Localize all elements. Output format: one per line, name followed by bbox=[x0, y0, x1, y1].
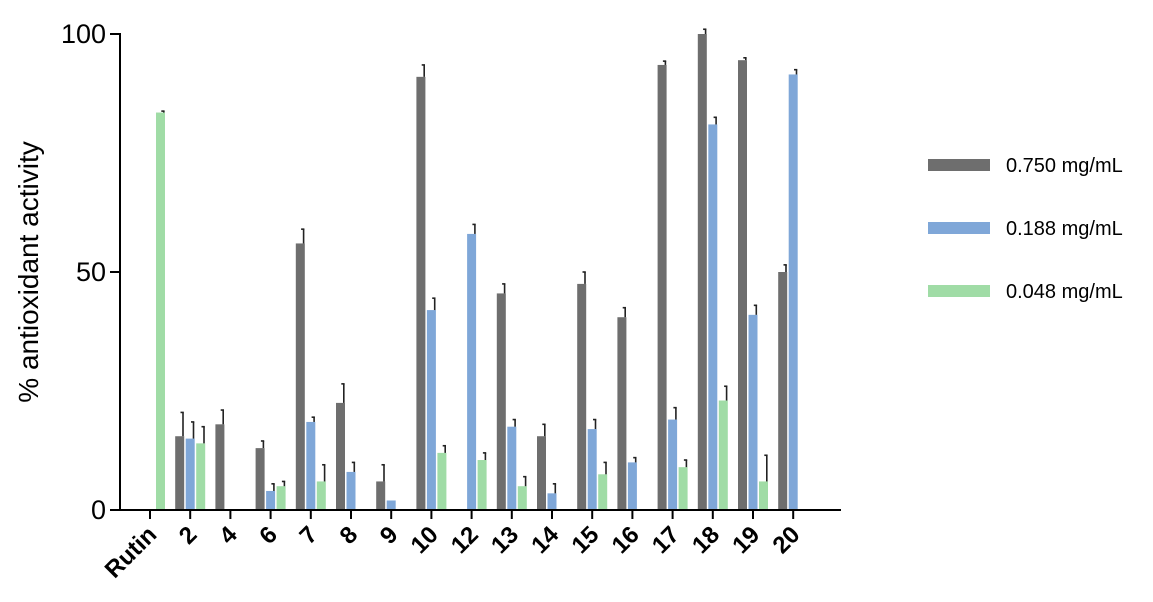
bar-16-series-1 bbox=[617, 317, 627, 510]
x-tick-label-16: 16 bbox=[607, 521, 645, 559]
bar-9-series-2 bbox=[386, 500, 396, 510]
bar-10-series-2 bbox=[426, 310, 436, 510]
x-tick-label-6: 6 bbox=[254, 521, 283, 550]
bar-13-series-2 bbox=[507, 426, 517, 510]
bar-19-series-2 bbox=[748, 314, 758, 510]
bar-4-series-1 bbox=[215, 424, 225, 510]
bar-17-series-3 bbox=[678, 467, 688, 510]
bar-15-series-3 bbox=[598, 474, 608, 510]
bar-Rutin-series-3 bbox=[156, 112, 165, 510]
bar-13-series-1 bbox=[496, 293, 506, 510]
bar-10-series-1 bbox=[416, 76, 426, 510]
bar-17-series-2 bbox=[668, 419, 678, 510]
bar-2-series-1 bbox=[175, 436, 185, 510]
y-tick-label-100: 100 bbox=[61, 19, 106, 49]
bar-7-series-2 bbox=[306, 421, 316, 510]
legend-swatch-series-2 bbox=[928, 222, 990, 234]
legend-swatch-series-3 bbox=[928, 285, 990, 297]
x-tick-label-19: 19 bbox=[727, 521, 765, 559]
x-tick-label-12: 12 bbox=[446, 521, 484, 559]
y-axis-title: % antioxidant activity bbox=[13, 141, 44, 402]
bar-20-series-2 bbox=[788, 74, 798, 511]
x-tick-label-17: 17 bbox=[647, 521, 685, 559]
bar-2-series-2 bbox=[185, 438, 195, 510]
x-tick-label-2: 2 bbox=[174, 521, 203, 550]
bar-18-series-3 bbox=[718, 400, 728, 510]
legend: 0.750 mg/mL 0.188 mg/mL 0.048 mg/mL bbox=[928, 155, 1123, 303]
bar-6-series-2 bbox=[266, 490, 276, 510]
bar-12-series-2 bbox=[467, 233, 477, 511]
bar-8-series-1 bbox=[336, 402, 345, 510]
bar-19-series-3 bbox=[759, 481, 768, 510]
bar-17-series-1 bbox=[657, 64, 667, 510]
bar-2-series-3 bbox=[196, 443, 206, 510]
x-tick-label-Rutin: Rutin bbox=[100, 521, 162, 583]
x-tick-label-7: 7 bbox=[295, 521, 324, 550]
bar-18-series-1 bbox=[697, 34, 707, 510]
bar-15-series-2 bbox=[587, 429, 597, 510]
bar-12-series-3 bbox=[477, 460, 487, 510]
legend-label-series-1: 0.750 mg/mL bbox=[1006, 155, 1123, 177]
x-tick-label-4: 4 bbox=[214, 521, 243, 550]
bar-7-series-1 bbox=[295, 243, 305, 510]
bar-15-series-1 bbox=[577, 283, 587, 510]
x-tick-label-13: 13 bbox=[486, 521, 524, 559]
y-tick-label-0: 0 bbox=[91, 495, 106, 525]
bar-6-series-1 bbox=[255, 448, 265, 510]
x-tick-label-10: 10 bbox=[406, 521, 444, 559]
bar-19-series-1 bbox=[738, 60, 747, 511]
bar-14-series-2 bbox=[547, 493, 557, 510]
bar-18-series-2 bbox=[708, 124, 718, 510]
bar-14-series-1 bbox=[537, 436, 546, 510]
bar-16-series-2 bbox=[627, 462, 637, 510]
x-tick-label-15: 15 bbox=[566, 521, 604, 559]
bar-7-series-3 bbox=[316, 481, 326, 510]
x-tick-label-20: 20 bbox=[767, 521, 805, 559]
bar-10-series-3 bbox=[437, 452, 447, 510]
bar-6-series-3 bbox=[276, 486, 286, 510]
x-tick-label-18: 18 bbox=[687, 521, 725, 559]
x-tick-label-14: 14 bbox=[526, 521, 564, 559]
legend-swatch-series-1 bbox=[928, 159, 990, 171]
bar-8-series-2 bbox=[346, 471, 356, 510]
legend-label-series-3: 0.048 mg/mL bbox=[1006, 281, 1123, 303]
bar-9-series-1 bbox=[376, 481, 386, 510]
bar-20-series-1 bbox=[778, 272, 788, 510]
y-tick-label-50: 50 bbox=[76, 257, 106, 287]
bar-13-series-3 bbox=[517, 486, 527, 510]
legend-label-series-2: 0.188 mg/mL bbox=[1006, 218, 1123, 240]
bars-layer bbox=[156, 28, 798, 511]
x-tick-label-9: 9 bbox=[375, 521, 404, 550]
x-tick-label-8: 8 bbox=[335, 521, 364, 550]
